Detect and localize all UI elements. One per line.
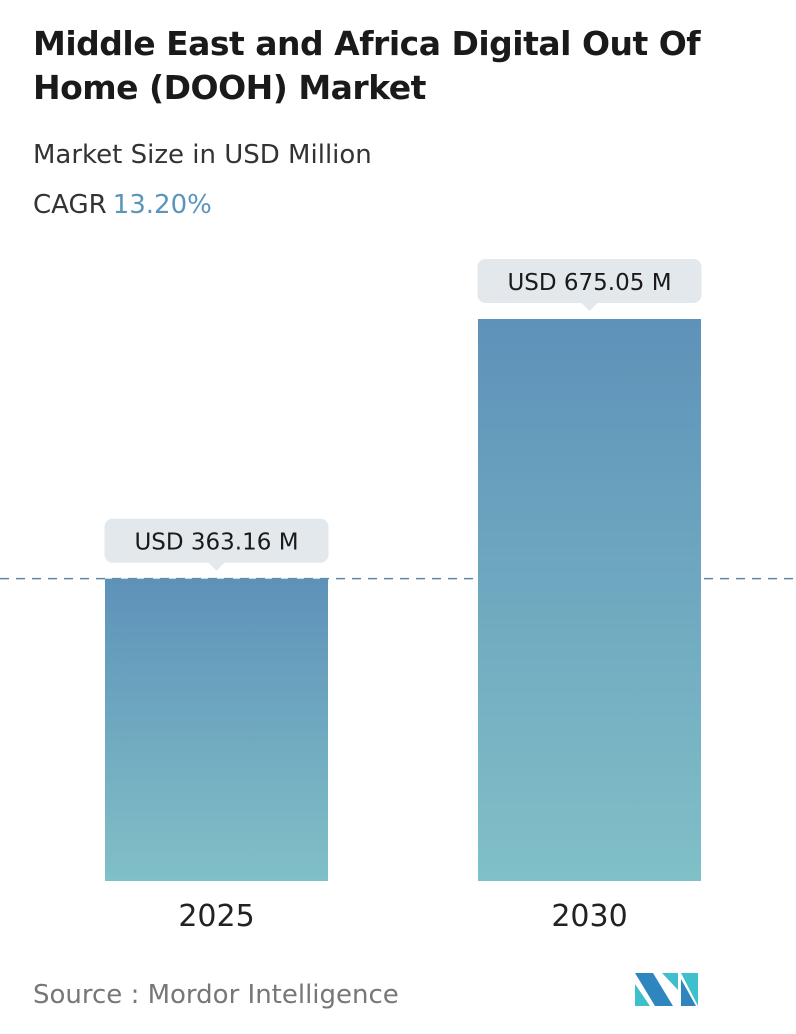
cagr: CAGR 13.20% [33,190,212,220]
data-label-bg [477,259,702,303]
cagr-label: CAGR [33,190,107,220]
data-label-pointer [208,562,225,571]
x-tick-label: 2025 [178,899,254,934]
cagr-value: 13.20% [112,190,212,220]
data-label: USD 675.05 M [507,270,671,296]
bar-2025 [105,578,328,881]
chart-subtitle: Market Size in USD Million [33,140,372,170]
x-tick-label: 2030 [551,899,627,934]
bar-2030 [478,319,701,881]
data-label-pointer [581,303,598,311]
data-label: USD 363.16 M [134,530,298,556]
data-label-bg [104,518,329,563]
source-text: Source : Mordor Intelligence [33,980,399,1010]
chart-title: Middle East and Africa Digital Out Of Ho… [33,24,701,107]
